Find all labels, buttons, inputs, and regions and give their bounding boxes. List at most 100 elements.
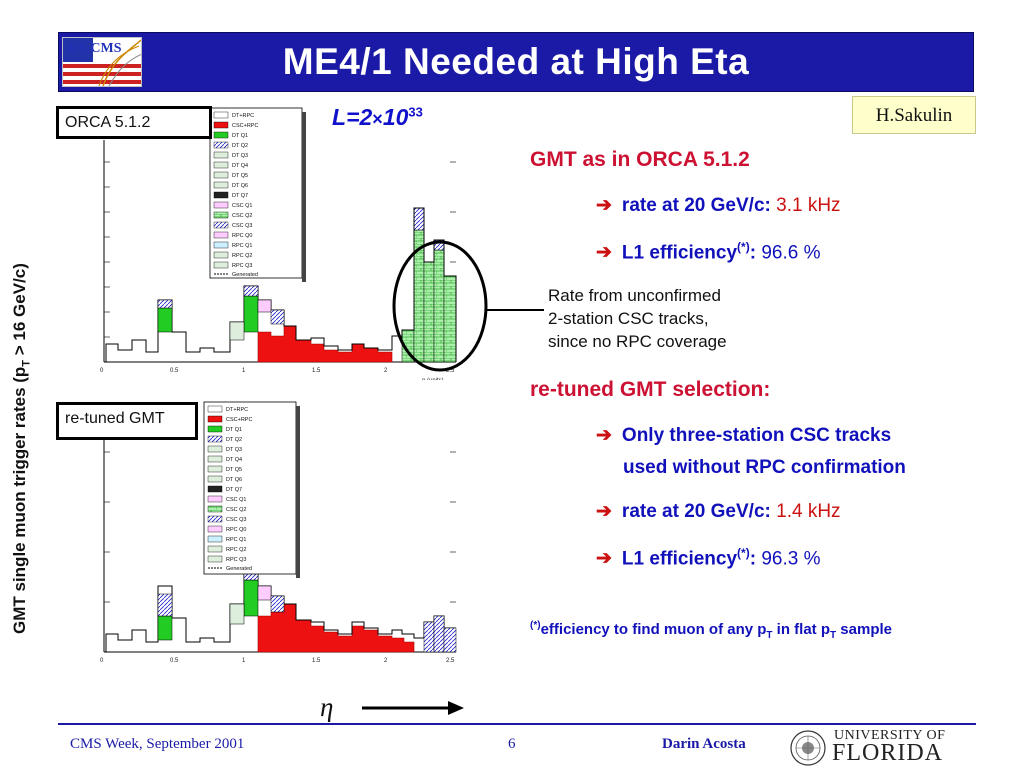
footnote-sub-1: T [766,630,773,641]
svg-text:1.5: 1.5 [312,658,321,664]
svg-text:0: 0 [100,658,104,664]
svg-text:0: 0 [100,368,104,374]
histogram-bottom: 0 0.5 1 1.5 2 2.5 DT+RPC CSC+RPC DT Q1 DT Q2… [96,390,466,670]
plot-label-top: ORCA 5.1.2 [56,106,212,139]
svg-text:DT Q5: DT Q5 [232,173,248,179]
svg-text:DT Q5: DT Q5 [226,467,242,473]
svg-text:CSC Q1: CSC Q1 [226,497,246,503]
histogram-top: 43.53 2.521.5 10.5 00.51 1.522.5 DT+RPC [96,100,466,380]
svg-text:2.5: 2.5 [446,658,455,664]
uf-florida: FLORIDA [832,740,944,766]
eff-sup: (*) [737,240,750,254]
svg-text:DT Q7: DT Q7 [226,487,242,493]
vlabel-pre: GMT single muon trigger rates (p [10,366,29,634]
svg-text:DT+RPC: DT+RPC [232,113,254,119]
logo-text: US CMS [69,41,122,56]
footnote-text-1: efficiency to find muon of any p [540,621,767,638]
section2-rate: ➔ rate at 20 GeV/c: 1.4 kHz [596,496,841,527]
svg-text:η (units): η (units) [422,378,444,380]
lumi-symbol: L [332,104,347,130]
histogram-bottom-image: 0 0.5 1 1.5 2 2.5 DT+RPC CSC+RPC DT Q1 DT Q2… [100,401,457,664]
svg-text:CSC Q2: CSC Q2 [232,213,252,219]
vlabel-sub: T [20,359,33,367]
svg-text:Generated: Generated [226,566,252,572]
svg-text:DT+RPC: DT+RPC [226,407,248,413]
svg-text:0.5: 0.5 [170,658,179,664]
footnote-text-2: in flat p [772,621,831,638]
section1-heading: GMT as in ORCA 5.1.2 [530,148,750,171]
svg-text:CSC Q3: CSC Q3 [226,517,246,523]
svg-text:DT Q2: DT Q2 [232,143,248,149]
efficiency-footnote: (*)efficiency to find muon of any pT in … [530,620,892,641]
right-arrow-icon [362,701,464,715]
svg-text:2.5: 2.5 [446,368,455,374]
section2-heading: re-tuned GMT selection: [530,378,771,401]
histogram-top-image: 43.53 2.521.5 10.5 00.51 1.522.5 DT+RPC [96,107,457,380]
us-cms-logo: US CMS [62,37,142,87]
slide-title: ME4/1 Needed at High Eta [282,41,750,82]
section2-tracks-cont: used without RPC confirmation [623,457,906,478]
svg-text:RPC Q2: RPC Q2 [226,547,246,553]
note-line-2: 2-station CSC tracks, [548,309,709,328]
vlabel-post: > 16 GeV/c) [10,263,29,360]
svg-text:DT Q2: DT Q2 [226,437,242,443]
arrow-icon: ➔ [596,548,612,570]
eta-axis-arrow: η [320,692,470,722]
rate-value: 3.1 kHz [776,195,841,216]
svg-text:CSC Q1: CSC Q1 [232,203,252,209]
svg-text:DT Q3: DT Q3 [226,447,242,453]
svg-text:DT Q1: DT Q1 [226,427,242,433]
svg-text:DT Q4: DT Q4 [226,457,242,463]
eff-label: L1 efficiency [621,548,738,570]
rate-label: rate at 20 GeV/c: [621,195,771,216]
lumi-exp: 33 [408,104,423,120]
section2-tracks: ➔ Only three-station CSC tracks [596,420,891,451]
annotation-connector [496,309,544,311]
svg-text:DT Q6: DT Q6 [232,183,248,189]
section1-efficiency: ➔ L1 efficiency(*): 96.6 % [596,240,821,264]
svg-text:RPC Q3: RPC Q3 [226,557,246,563]
note-line-3: since no RPC coverage [548,332,727,351]
eta-label: η [320,692,334,722]
title-bar: ME4/1 Needed at High Eta [58,32,974,92]
eff-sup: (*) [737,546,750,560]
svg-text:CSC+RPC: CSC+RPC [226,417,252,423]
svg-text:RPC Q3: RPC Q3 [232,263,252,269]
svg-text:DT Q6: DT Q6 [226,477,242,483]
footnote-text-3: sample [836,621,892,638]
uf-university-of: UNIVERSITY OF [834,728,946,743]
svg-text:DT Q3: DT Q3 [232,153,248,159]
section2-efficiency: ➔ L1 efficiency(*): 96.3 % [596,546,821,570]
section1-rate: ➔ rate at 20 GeV/c: 3.1 kHz [596,190,841,221]
footer-page-number: 6 [508,736,516,752]
footer-event: CMS Week, September 2001 [70,736,245,752]
plot-label-bottom: re-tuned GMT [56,402,198,440]
footer-author: Darin Acosta [662,736,746,752]
svg-text:DT Q1: DT Q1 [232,133,248,139]
svg-text:0.5: 0.5 [170,368,179,374]
footnote-sub-2: T [830,630,837,641]
lumi-eq: =2 [346,104,373,130]
footer-divider [58,723,976,725]
eff-value: 96.3 % [761,548,821,570]
svg-text:DT Q7: DT Q7 [232,193,248,199]
svg-text:CSC+RPC: CSC+RPC [232,123,258,129]
rate-label: rate at 20 GeV/c: [621,501,771,522]
university-seal-icon [790,730,826,766]
lumi-base: 10 [382,104,409,130]
svg-text:RPC Q0: RPC Q0 [232,233,252,239]
svg-text:1: 1 [242,658,246,664]
svg-text:RPC Q1: RPC Q1 [232,243,252,249]
svg-text:CSC Q2: CSC Q2 [226,507,246,513]
footnote-sup: (*) [530,620,541,631]
svg-text:RPC Q0: RPC Q0 [226,527,246,533]
arrow-icon: ➔ [596,425,612,446]
eff-value: 96.6 % [761,242,821,264]
author-box: H.Sakulin [852,96,976,134]
arrow-icon: ➔ [596,501,612,522]
luminosity-label: L=2×1033 [332,104,423,131]
eff-label: L1 efficiency [621,242,738,264]
university-of-florida-logo: UNIVERSITY OF FLORIDA [790,728,980,768]
svg-text:1.5: 1.5 [312,368,321,374]
svg-text:1: 1 [242,368,246,374]
